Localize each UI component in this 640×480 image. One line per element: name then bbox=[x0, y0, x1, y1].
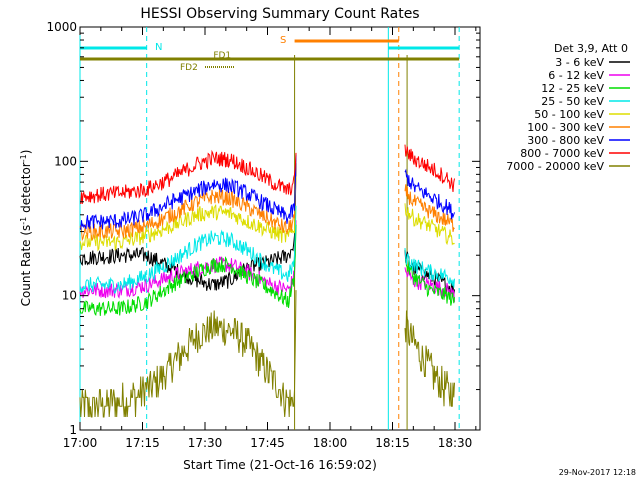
series-line-4 bbox=[404, 203, 455, 246]
x-tick-label: 17:30 bbox=[188, 436, 223, 450]
series-layer bbox=[79, 144, 455, 418]
legend-label: 25 - 50 keV bbox=[541, 95, 604, 108]
x-tick-label: 18:00 bbox=[313, 436, 348, 450]
x-tick-label: 18:30 bbox=[438, 436, 473, 450]
legend-label: 800 - 7000 keV bbox=[520, 147, 604, 160]
y-tick-label: 100 bbox=[54, 154, 77, 168]
footer-date: 29-Nov-2017 12:18 bbox=[559, 468, 636, 477]
series-line-7 bbox=[79, 149, 297, 205]
axes: 17:00 17:15 17:30 17:45 18:00 18:15 18:30 1 10 10… bbox=[46, 20, 480, 450]
series-line-2 bbox=[79, 224, 297, 316]
legend-label: 12 - 25 keV bbox=[541, 82, 604, 95]
legend-label: 50 - 100 keV bbox=[534, 108, 604, 121]
x-tick-label: 18:15 bbox=[375, 436, 410, 450]
chart-title: HESSI Observing Summary Count Rates bbox=[140, 6, 419, 22]
y-tick-label: 1 bbox=[69, 423, 77, 437]
series-line-1 bbox=[404, 267, 455, 303]
x-tick-label: 17:15 bbox=[125, 436, 160, 450]
legend-label: 7000 - 20000 keV bbox=[506, 160, 604, 173]
series-line-3 bbox=[404, 247, 455, 288]
series-line-2 bbox=[404, 259, 455, 306]
series-line-6 bbox=[404, 168, 455, 220]
x-axis-label: Start Time (21-Oct-16 16:59:02) bbox=[183, 458, 377, 472]
fd2-label: FD2 bbox=[180, 63, 198, 73]
svg-text:Count Rate (s-1 detector-1): Count Rate (s-1 detector-1) bbox=[19, 150, 34, 307]
y-tick-label: 10 bbox=[62, 289, 77, 303]
series-line-8 bbox=[79, 290, 297, 418]
series-line-6 bbox=[79, 154, 297, 231]
night-label: N bbox=[155, 42, 162, 53]
series-line-4 bbox=[79, 176, 297, 252]
y-axis-label: Count Rate (s-1 detector-1) bbox=[19, 150, 34, 307]
legend-label: 100 - 300 keV bbox=[527, 121, 604, 134]
legend-label: 300 - 800 keV bbox=[527, 134, 604, 147]
flag-bars: N S FD1 FD2 bbox=[80, 35, 460, 73]
series-line-3 bbox=[79, 205, 297, 294]
fd1-label: FD1 bbox=[213, 51, 231, 61]
series-line-7 bbox=[404, 144, 455, 192]
series-line-5 bbox=[79, 158, 297, 242]
series-line-5 bbox=[404, 184, 455, 233]
series-line-8 bbox=[404, 310, 455, 407]
x-tick-label: 17:00 bbox=[63, 436, 98, 450]
legend-label: 3 - 6 keV bbox=[555, 56, 604, 69]
y-tick-label: 1000 bbox=[46, 20, 77, 34]
legend-title: Det 3,9, Att 0 bbox=[554, 42, 628, 55]
legend-label: 6 - 12 keV bbox=[548, 69, 604, 82]
x-tick-label: 17:45 bbox=[250, 436, 285, 450]
saa-label: S bbox=[280, 35, 286, 46]
